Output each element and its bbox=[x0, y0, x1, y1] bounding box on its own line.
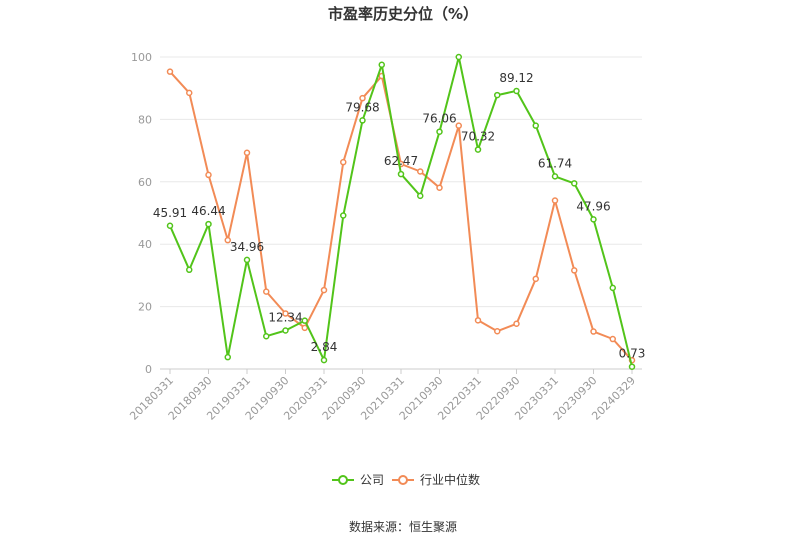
data-point bbox=[378, 61, 385, 69]
data-label: 76.06 bbox=[422, 112, 456, 126]
data-label: 47.96 bbox=[576, 199, 610, 213]
legend-label: 公司 bbox=[360, 473, 384, 487]
data-point bbox=[417, 168, 424, 175]
y-tick-label: 60 bbox=[138, 176, 152, 189]
chart-title: 市盈率历史分位（%） bbox=[328, 5, 478, 23]
data-point bbox=[417, 192, 424, 200]
legend-swatch-marker bbox=[398, 475, 408, 485]
data-point bbox=[474, 146, 482, 153]
data-point bbox=[628, 363, 636, 370]
data-point bbox=[551, 197, 559, 204]
data-point bbox=[436, 128, 443, 135]
data-point bbox=[513, 320, 520, 328]
data-point bbox=[301, 317, 308, 324]
data-point bbox=[532, 275, 539, 283]
data-point bbox=[359, 117, 366, 124]
data-label: 34.96 bbox=[230, 240, 264, 254]
data-point bbox=[513, 87, 520, 95]
data-label: 62.47 bbox=[384, 154, 418, 168]
data-point bbox=[282, 327, 289, 334]
data-point bbox=[609, 335, 616, 343]
data-point bbox=[340, 158, 347, 166]
data-point bbox=[609, 284, 616, 292]
data-point bbox=[571, 267, 578, 274]
data-point bbox=[186, 266, 193, 274]
data-label: 70.32 bbox=[461, 130, 495, 144]
data-point bbox=[186, 89, 193, 97]
y-tick-label: 80 bbox=[138, 113, 152, 126]
data-label: 61.74 bbox=[538, 156, 572, 170]
data-label: 12.34 bbox=[268, 310, 302, 324]
data-label: 79.68 bbox=[345, 100, 379, 114]
data-label: 45.91 bbox=[153, 206, 187, 220]
series-line bbox=[169, 71, 633, 361]
data-point bbox=[320, 286, 328, 294]
data-point bbox=[263, 288, 270, 295]
data-label: 2.84 bbox=[311, 340, 338, 354]
data-point bbox=[494, 327, 501, 335]
data-point bbox=[474, 317, 482, 324]
data-point bbox=[320, 356, 328, 364]
legend: 公司 行业中位数 bbox=[332, 472, 480, 487]
data-point bbox=[243, 149, 251, 157]
data-point bbox=[166, 68, 174, 75]
data-point bbox=[243, 256, 251, 264]
y-tick-label: 100 bbox=[131, 51, 152, 64]
data-point bbox=[571, 180, 578, 187]
data-point bbox=[455, 122, 462, 129]
legend-swatch-marker bbox=[338, 475, 348, 485]
data-point bbox=[205, 171, 212, 179]
data-point bbox=[340, 212, 347, 219]
legend-label: 行业中位数 bbox=[420, 472, 480, 487]
series-layer bbox=[166, 53, 636, 370]
y-tick-label: 40 bbox=[138, 238, 152, 251]
grid-lines bbox=[160, 56, 642, 370]
data-point bbox=[224, 236, 231, 244]
data-label: 89.12 bbox=[499, 71, 533, 85]
data-point bbox=[494, 91, 501, 99]
y-tick-label: 0 bbox=[145, 363, 152, 376]
data-point bbox=[205, 220, 212, 228]
data-point bbox=[224, 353, 231, 361]
data-point bbox=[590, 328, 597, 335]
data-label: 46.44 bbox=[191, 204, 225, 218]
series-line bbox=[169, 56, 633, 367]
data-point bbox=[263, 332, 270, 340]
data-point bbox=[455, 53, 462, 61]
data-point bbox=[436, 184, 443, 191]
data-point bbox=[551, 173, 559, 180]
data-point bbox=[282, 310, 289, 317]
source-note: 数据来源：恒生聚源 bbox=[349, 519, 457, 534]
data-point bbox=[359, 94, 366, 102]
data-label: 0.73 bbox=[619, 347, 646, 361]
data-point bbox=[166, 222, 174, 230]
data-point bbox=[590, 216, 597, 223]
data-point bbox=[532, 122, 539, 129]
data-point bbox=[397, 170, 405, 178]
y-tick-label: 20 bbox=[138, 301, 152, 314]
data-labels: 45.91 46.44 34.96 12.34 2.84 79.68 62.47 76.06 7… bbox=[153, 71, 646, 361]
